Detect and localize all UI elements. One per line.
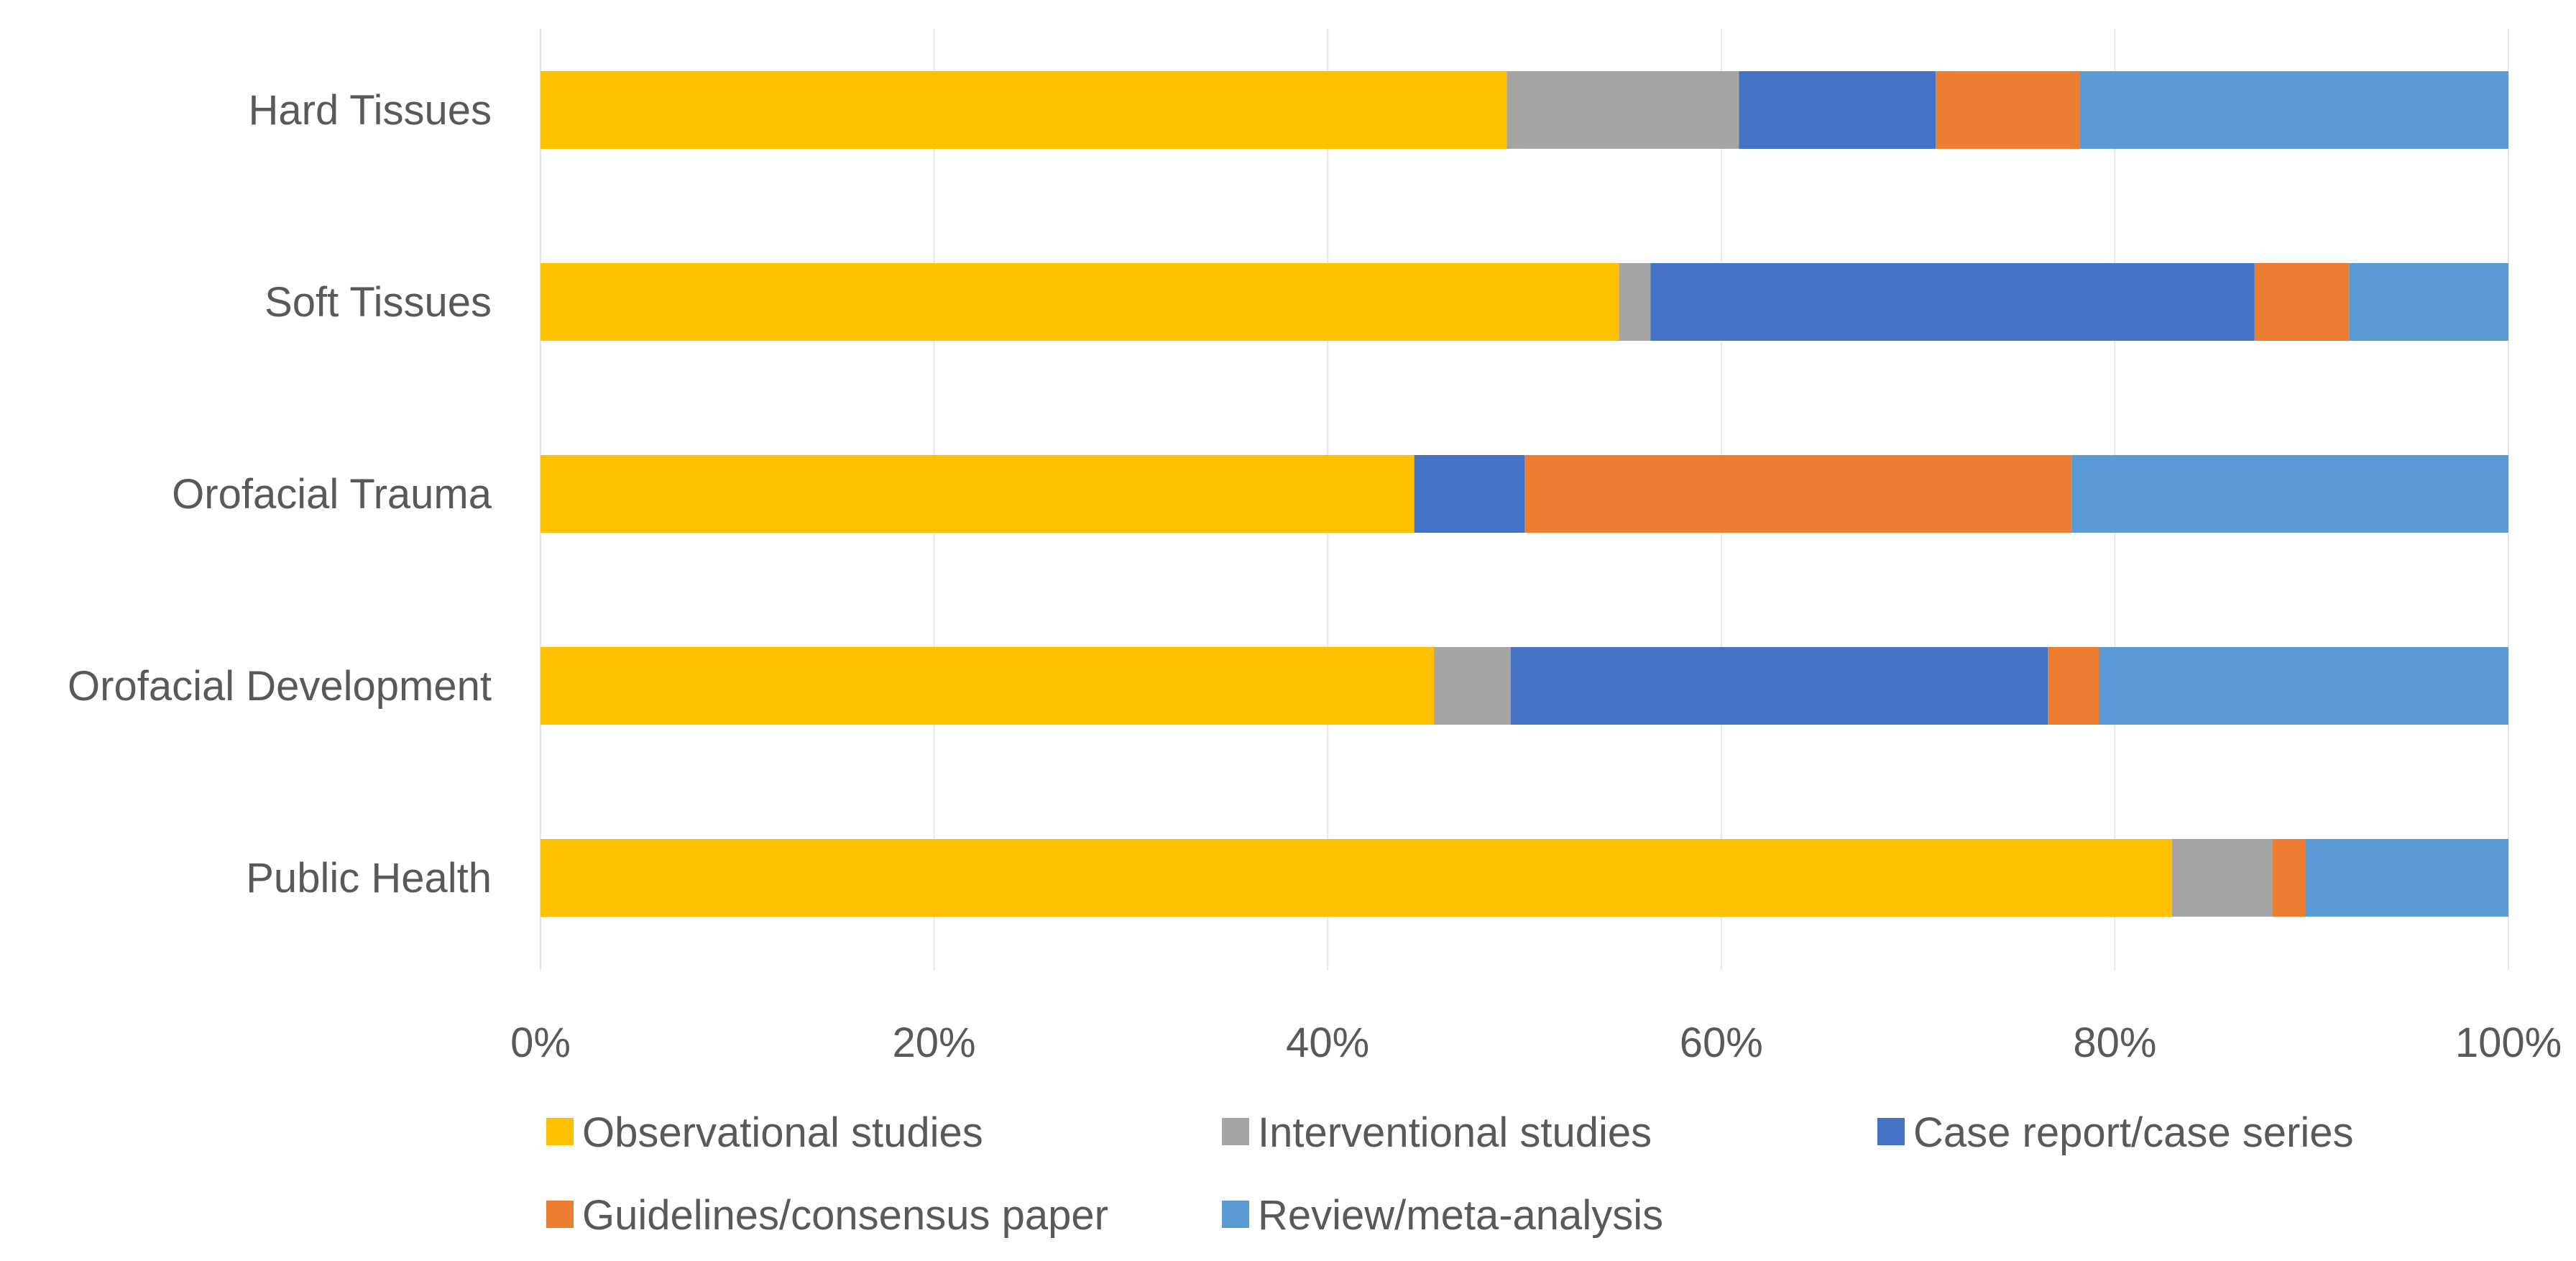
bar-segment-review-meta-analysis: [2305, 839, 2508, 917]
legend: Observational studies Interventional stud…: [546, 1109, 2353, 1239]
legend-label: Guidelines/consensus paper: [582, 1192, 1108, 1239]
x-tick-label: 80%: [2073, 1019, 2156, 1066]
x-tick-label: 20%: [893, 1019, 976, 1066]
bar-segment-observational-studies: [540, 263, 1619, 341]
category-label: Orofacial Trauma: [172, 471, 492, 518]
legend-swatch: [1222, 1118, 1249, 1145]
bar-segment-observational-studies: [540, 455, 1414, 533]
bar-segment-observational-studies: [540, 71, 1507, 149]
legend-swatch: [546, 1201, 574, 1228]
x-tick-label: 100%: [2455, 1019, 2562, 1066]
x-tick-label: 40%: [1286, 1019, 1369, 1066]
x-tick-label: 0%: [510, 1019, 571, 1066]
bar-segment-interventional-studies: [1434, 647, 1511, 725]
bar-segment-guidelines-consensus-paper: [2272, 839, 2306, 917]
bar-segment-interventional-studies: [1619, 263, 1651, 341]
category-label: Public Health: [246, 855, 492, 902]
bar-segment-case-report-case-series: [1414, 455, 1524, 533]
legend-swatch: [1222, 1201, 1249, 1228]
category-axis: Hard Tissues Soft Tissues Orofacial Trauma…: [68, 87, 492, 902]
bar-segment-case-report-case-series: [1739, 71, 1936, 149]
bar-segment-guidelines-consensus-paper: [1524, 455, 2072, 533]
legend-label: Case report/case series: [1913, 1109, 2353, 1156]
legend-label: Review/meta-analysis: [1258, 1192, 1663, 1239]
category-label: Orofacial Development: [68, 663, 492, 710]
bar-segment-review-meta-analysis: [2349, 263, 2508, 341]
bar-segment-review-meta-analysis: [2099, 647, 2508, 725]
bar-segment-observational-studies: [540, 839, 2172, 917]
legend-swatch: [546, 1118, 574, 1145]
x-tick-label: 60%: [1680, 1019, 1763, 1066]
bar-segment-review-meta-analysis: [2079, 71, 2508, 149]
bar-segment-interventional-studies: [1506, 71, 1739, 149]
legend-swatch: [1877, 1118, 1905, 1145]
bar-segment-case-report-case-series: [1510, 647, 2048, 725]
category-label: Hard Tissues: [249, 87, 492, 134]
bar-segment-guidelines-consensus-paper: [2254, 263, 2350, 341]
bars: [540, 71, 2508, 917]
bar-segment-review-meta-analysis: [2071, 455, 2508, 533]
legend-label: Observational studies: [582, 1109, 983, 1156]
legend-label: Interventional studies: [1258, 1109, 1652, 1156]
bar-segment-interventional-studies: [2171, 839, 2273, 917]
bar-segment-case-report-case-series: [1650, 263, 2255, 341]
bar-segment-observational-studies: [540, 647, 1435, 725]
bar-segment-guidelines-consensus-paper: [1936, 71, 2080, 149]
value-axis: 0% 20% 40% 60% 80% 100%: [510, 1019, 2562, 1066]
category-label: Soft Tissues: [264, 279, 492, 326]
bar-segment-guidelines-consensus-paper: [2048, 647, 2099, 725]
